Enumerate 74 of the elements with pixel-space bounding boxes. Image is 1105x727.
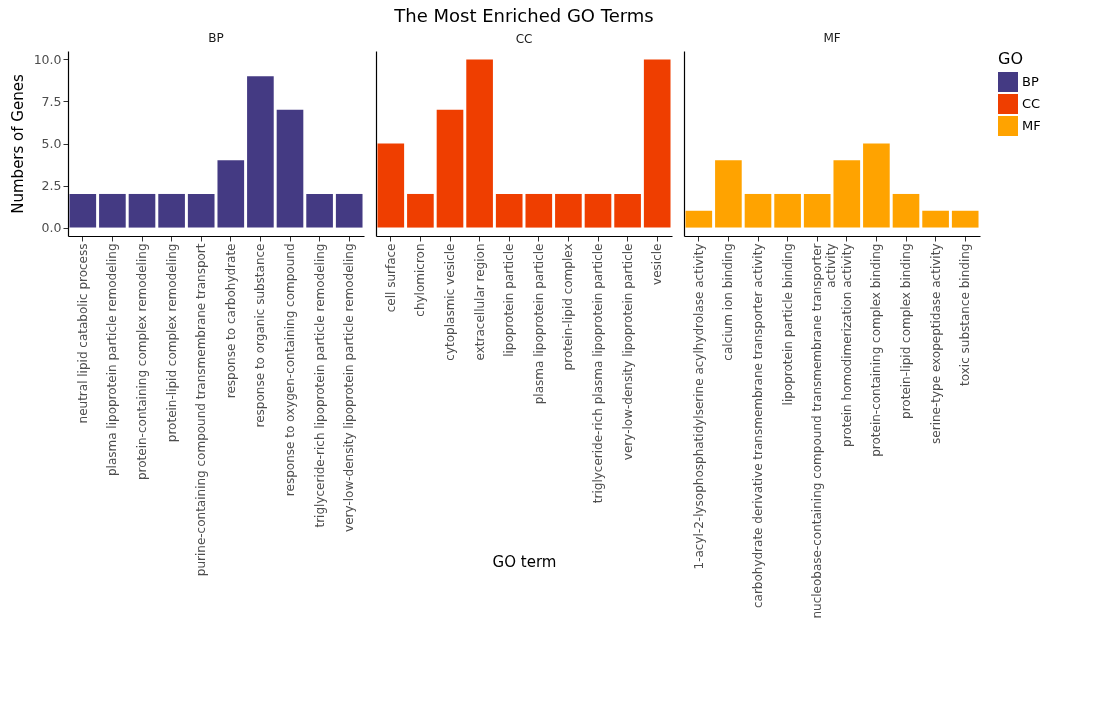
y-tick-label: 5.0 — [41, 136, 62, 151]
chart-title: The Most Enriched GO Terms — [393, 5, 654, 26]
x-tick-label: plasma lipoprotein particle remodeling — [105, 243, 120, 477]
x-tick-label: protein-lipid complex binding — [899, 243, 913, 419]
legend-label: BP — [1022, 74, 1039, 89]
x-tick-label: vesicle — [650, 243, 665, 285]
x-tick-label: lipoprotein particle — [502, 243, 517, 357]
bar — [335, 193, 363, 228]
bar — [614, 193, 641, 228]
x-tick-label: response to oxygen-containing compound — [283, 243, 297, 497]
bar — [774, 193, 801, 228]
bar — [377, 143, 405, 228]
bar — [643, 59, 671, 228]
x-axis-title: GO term — [492, 552, 557, 571]
x-tick-label: lipoprotein particle binding — [780, 243, 795, 406]
bar — [69, 193, 97, 228]
x-tick-label: very-low-density lipoprotein particle — [620, 243, 635, 461]
bar — [715, 160, 742, 228]
bar — [863, 143, 890, 228]
x-tick-label: cell surface — [383, 243, 398, 313]
x-tick-label: response to carbohydrate — [223, 243, 238, 399]
y-tick-label: 7.5 — [41, 93, 62, 109]
x-tick-label: protein-lipid complex — [561, 243, 576, 371]
legend-label: MF — [1022, 118, 1041, 133]
legend-title: GO — [998, 49, 1023, 68]
bar — [685, 210, 713, 228]
bar — [466, 59, 493, 228]
chart-subtitle: MF — [823, 31, 841, 45]
x-tick-label: toxic substance binding — [958, 243, 973, 386]
y-axis-title: Numbers of Genes — [8, 74, 27, 214]
x-tick-label: response to organic substance — [253, 243, 268, 428]
bar — [158, 193, 185, 228]
bar — [128, 193, 156, 228]
bar — [99, 193, 126, 228]
bar — [187, 193, 215, 228]
x-tick-label: serine-type exopeptidase activity — [928, 243, 943, 444]
bar — [803, 193, 831, 228]
bar — [525, 193, 553, 228]
y-tick-label: 2.5 — [41, 178, 62, 194]
bar — [306, 193, 333, 228]
bar — [744, 193, 772, 228]
x-tick-label: protein homodimerization activity — [839, 243, 854, 447]
chart-subtitle: BP — [208, 31, 224, 45]
y-tick-label: 0.0 — [41, 220, 62, 236]
x-tick-label: purine-containing compound transmembrane transport — [194, 243, 209, 577]
bar — [833, 160, 861, 228]
legend-label: CC — [1022, 96, 1041, 111]
x-tick-label: plasma lipoprotein particle — [531, 243, 546, 405]
x-tick-label: calcium ion binding — [721, 243, 736, 361]
bar — [892, 193, 920, 228]
x-tick-label: chylomicron — [413, 243, 428, 317]
bar — [951, 210, 979, 228]
x-tick-label: triglyceride-rich plasma lipoprotein particle — [591, 243, 605, 504]
bar — [436, 109, 464, 228]
x-tick-label: cytoplasmic vesicle — [443, 243, 457, 361]
x-tick-label: triglyceride-rich lipoprotein particle remodeling — [312, 243, 327, 528]
bar — [217, 160, 245, 228]
bar — [584, 193, 612, 228]
x-tick-label: neutral lipid catabolic process — [75, 243, 90, 424]
bar — [922, 210, 949, 228]
bar — [276, 109, 304, 228]
x-tick-label: protein-containing complex binding — [869, 243, 884, 457]
bar — [247, 76, 274, 228]
x-tick-label: 1-acyl-2-lysophosphatidylserine acylhydrolase activity — [691, 243, 706, 570]
bar — [407, 193, 434, 228]
x-tick-label: extracellular region — [472, 243, 487, 361]
bar — [555, 193, 582, 228]
x-tick-label: protein-lipid complex remodeling — [164, 243, 179, 443]
x-tick-label: very-low-density lipoprotein particle remodeling — [342, 243, 357, 532]
bar — [495, 193, 523, 228]
chart-subtitle: CC — [515, 32, 533, 46]
x-tick-label: protein-containing complex remodeling — [135, 243, 149, 481]
y-tick-label: 10.0 — [33, 51, 62, 67]
x-tick-label: carbohydrate derivative transmembrane transporter activity — [751, 243, 765, 609]
